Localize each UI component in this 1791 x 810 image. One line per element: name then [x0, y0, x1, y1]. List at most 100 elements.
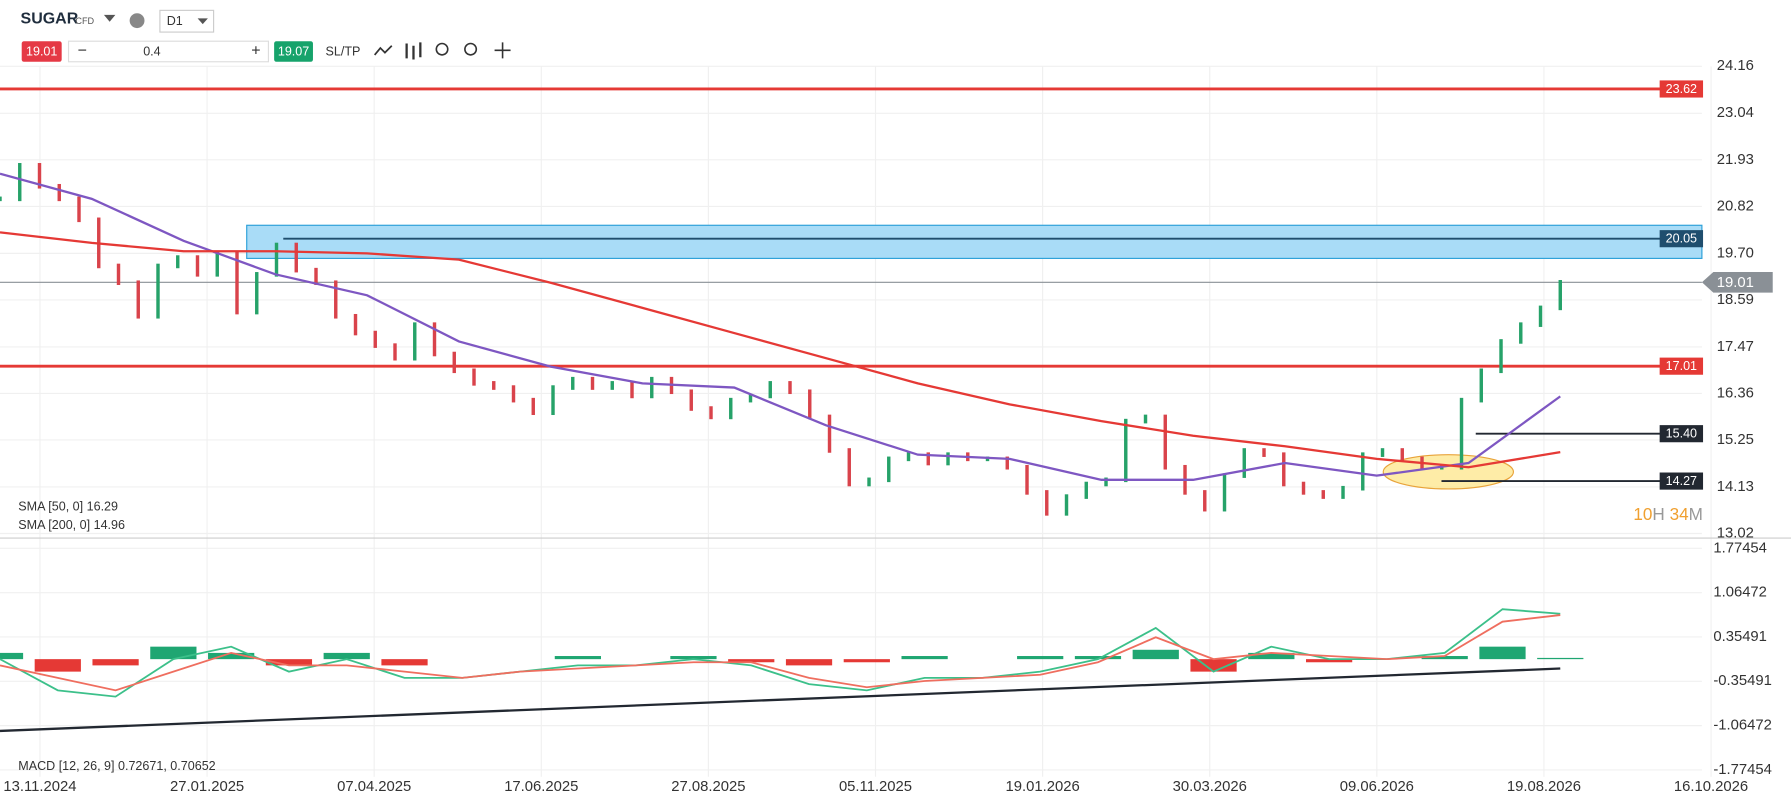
level-label: 17.01: [1666, 359, 1697, 373]
price-bar: [1538, 305, 1543, 327]
price-bar: [867, 477, 871, 487]
buy-button[interactable]: [274, 41, 313, 62]
volume-input[interactable]: [67, 40, 269, 63]
macd-histogram-bar: [1248, 652, 1295, 660]
price-bar: [1558, 280, 1562, 311]
x-tick-label: 19.01.2026: [1006, 779, 1080, 795]
current-price-label: 19.01: [1717, 275, 1754, 291]
level-tag: [1659, 230, 1704, 248]
level-tag: [1659, 357, 1704, 375]
x-tick-label: 13.11.2024: [3, 779, 76, 795]
volume: 0.4: [143, 44, 160, 58]
price-bar: [729, 397, 733, 420]
macd-histogram-bar: [843, 659, 890, 663]
price-bar: [1341, 485, 1345, 499]
price-bar: [413, 322, 417, 361]
macd-histogram-bar: [1479, 646, 1526, 660]
price-bar: [1499, 339, 1503, 374]
price-bar: [1124, 418, 1128, 483]
sell-button[interactable]: [21, 41, 62, 62]
price-bar: [1025, 464, 1029, 495]
macd-histogram-bar: [1537, 657, 1584, 660]
x-tick-label: 16.10.2026: [1674, 779, 1748, 795]
price-bar: [274, 242, 279, 277]
price-bar: [294, 242, 298, 273]
bar-timer: 10H 34M: [1633, 504, 1703, 524]
resistance-zone: [246, 224, 1703, 259]
symbol-dropdown[interactable]: [103, 14, 116, 22]
timer-minutes-unit: M: [1689, 504, 1703, 524]
price-bar: [906, 452, 911, 462]
timer-hours-unit: H: [1652, 504, 1664, 524]
macd-histogram-bar: [208, 652, 255, 660]
price-bar: [1479, 368, 1483, 403]
price-bar: [452, 351, 456, 374]
timer-minutes: 34: [1670, 504, 1690, 524]
price-bar: [116, 263, 121, 286]
zoom-in[interactable]: [464, 42, 478, 56]
timeframe-select[interactable]: [159, 9, 215, 33]
price-bar: [235, 251, 239, 315]
macd-histogram-bar: [1017, 656, 1064, 660]
candle-tool[interactable]: [405, 42, 422, 60]
y-tick-label: 23.04: [1717, 105, 1754, 121]
info-icon[interactable]: [129, 13, 145, 29]
price-bar: [136, 280, 140, 319]
signal-line: [0, 614, 1561, 692]
x-tick-label: 30.03.2026: [1173, 779, 1247, 795]
price-bar: [827, 414, 832, 453]
price-bar: [1519, 322, 1523, 344]
y-tick-label: 1.06472: [1713, 585, 1767, 601]
price-bar: [808, 389, 812, 420]
timeframe-dropdown: [197, 18, 208, 25]
price-bar: [314, 267, 318, 286]
price-bar: [689, 389, 693, 411]
x-tick-label: 05.11.2025: [839, 779, 912, 795]
y-tick-label: 16.36: [1717, 385, 1754, 401]
price-bar: [1242, 448, 1246, 478]
price-bar: [1459, 397, 1464, 470]
price-bar: [1104, 477, 1108, 487]
level-label: 14.27: [1666, 474, 1697, 488]
price-bar: [57, 183, 61, 202]
price-bar: [1005, 456, 1009, 470]
plus[interactable]: +: [251, 43, 260, 60]
price-bar: [373, 330, 377, 348]
price-bar: [847, 448, 851, 487]
level-label: 15.40: [1666, 427, 1697, 441]
y-tick-label: 15.25: [1717, 432, 1754, 448]
zoom-out[interactable]: [435, 42, 449, 56]
price-bar: [709, 406, 713, 420]
price-bar: [926, 452, 930, 466]
price-bar: [1143, 414, 1148, 424]
price-bar: [748, 393, 753, 403]
sma-line: [0, 172, 1561, 481]
line-tool[interactable]: [373, 45, 393, 56]
price-bar: [610, 381, 614, 390]
macd-trendline: [0, 667, 1561, 733]
price-bar: [788, 381, 792, 395]
x-tick-label: 07.04.2025: [337, 779, 411, 795]
price-bar: [1400, 448, 1404, 462]
symbol[interactable]: SUGAR: [21, 11, 79, 28]
minus[interactable]: −: [78, 43, 87, 60]
price-bar: [887, 456, 891, 483]
price-bar: [1222, 473, 1227, 512]
price-bar: [1045, 490, 1049, 516]
pan-tool[interactable]: [494, 42, 511, 59]
price-bar: [472, 368, 476, 386]
sma50-legend: SMA [50, 0] 16.29: [18, 500, 118, 514]
y-tick-label: 20.82: [1717, 198, 1754, 214]
x-tick-label: 17.06.2025: [504, 779, 578, 795]
sltp-button[interactable]: SL/TP: [326, 44, 361, 58]
timer-hours: 10: [1633, 504, 1652, 524]
instrument-type: CFD: [75, 16, 94, 26]
sma-line: [0, 231, 1561, 469]
price-bar: [1084, 481, 1088, 499]
price-bar: [630, 381, 634, 399]
data-layer: 24.16 23.04 21.93 20.82 19.70 18.59 17.47 16.36…: [0, 58, 1773, 795]
level-tag: [1659, 472, 1704, 490]
price-bar: [1301, 481, 1306, 495]
price-bar: [571, 376, 575, 390]
